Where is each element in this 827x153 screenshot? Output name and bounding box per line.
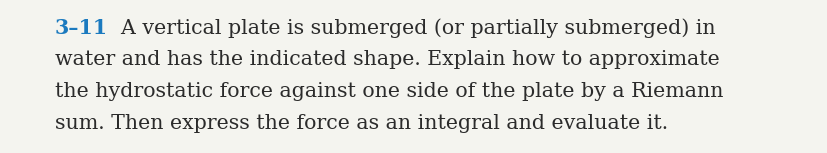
- Text: 3–11: 3–11: [55, 18, 108, 38]
- Text: A vertical plate is submerged (or partially submerged) in: A vertical plate is submerged (or partia…: [108, 18, 715, 38]
- Text: sum. Then express the force as an integral and evaluate it.: sum. Then express the force as an integr…: [55, 114, 668, 133]
- Text: the hydrostatic force against one side of the plate by a Riemann: the hydrostatic force against one side o…: [55, 82, 724, 101]
- Text: water and has the indicated shape. Explain how to approximate: water and has the indicated shape. Expla…: [55, 50, 719, 69]
